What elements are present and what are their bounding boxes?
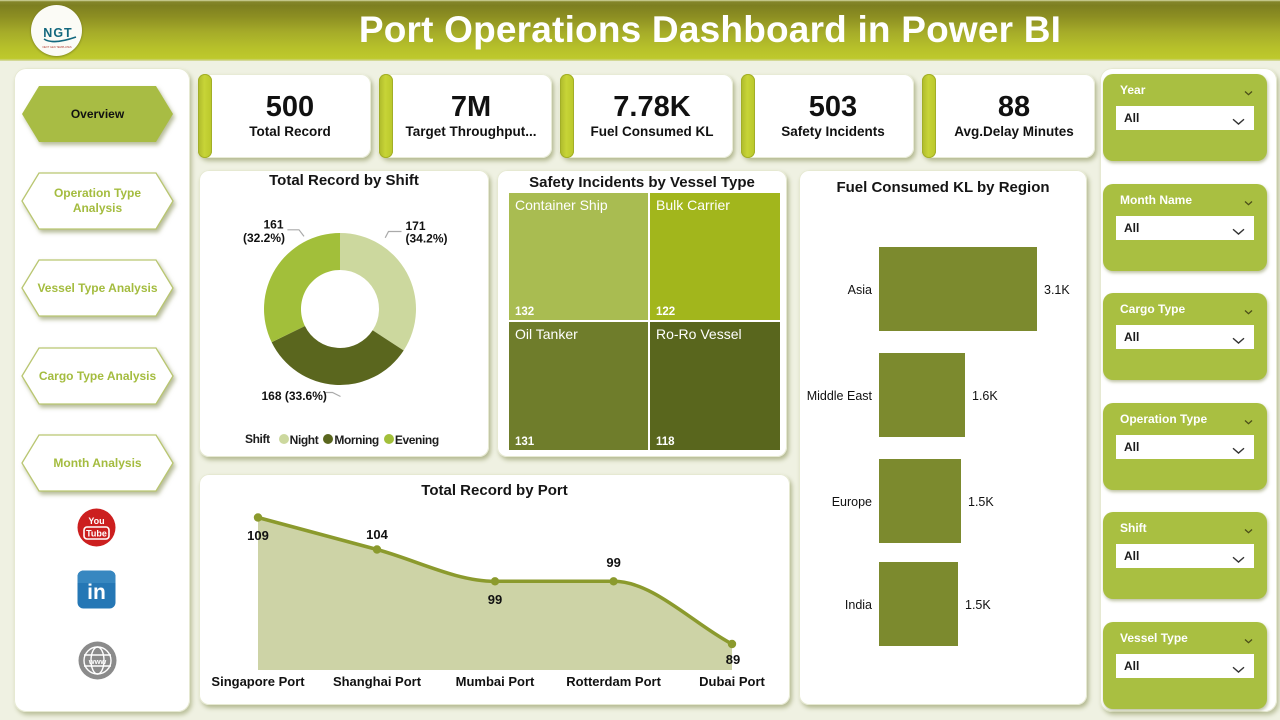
svg-text:99: 99 <box>606 555 620 570</box>
svg-text:1.5K: 1.5K <box>965 598 991 612</box>
svg-text:99: 99 <box>488 592 502 607</box>
svg-text:India: India <box>845 598 872 612</box>
svg-text:3.1K: 3.1K <box>1044 283 1070 297</box>
svg-text:(34.2%): (34.2%) <box>406 232 448 246</box>
svg-text:161: 161 <box>263 218 283 232</box>
svg-text:(32.2%): (32.2%) <box>243 231 285 245</box>
svg-text:109: 109 <box>247 528 269 543</box>
svg-text:Europe: Europe <box>832 495 872 509</box>
svg-text:168 (33.6%): 168 (33.6%) <box>262 389 327 403</box>
svg-text:1.6K: 1.6K <box>972 389 998 403</box>
svg-text:Mumbai Port: Mumbai Port <box>456 674 535 689</box>
svg-text:89: 89 <box>726 652 740 667</box>
svg-text:1.5K: 1.5K <box>968 495 994 509</box>
svg-text:www: www <box>88 657 107 666</box>
svg-text:Asia: Asia <box>848 283 872 297</box>
svg-text:NGT: NGT <box>43 26 72 40</box>
svg-text:Dubai Port: Dubai Port <box>699 674 765 689</box>
svg-text:You: You <box>88 516 104 526</box>
svg-text:104: 104 <box>366 527 388 542</box>
svg-text:Tube: Tube <box>86 529 107 539</box>
svg-text:Shanghai Port: Shanghai Port <box>333 674 422 689</box>
svg-text:Middle East: Middle East <box>807 389 873 403</box>
svg-text:NEXT GEN TEMPLATES: NEXT GEN TEMPLATES <box>42 45 71 49</box>
svg-text:171: 171 <box>406 219 426 233</box>
svg-text:in: in <box>87 581 106 604</box>
svg-text:Singapore Port: Singapore Port <box>211 674 305 689</box>
svg-text:Rotterdam Port: Rotterdam Port <box>566 674 661 689</box>
